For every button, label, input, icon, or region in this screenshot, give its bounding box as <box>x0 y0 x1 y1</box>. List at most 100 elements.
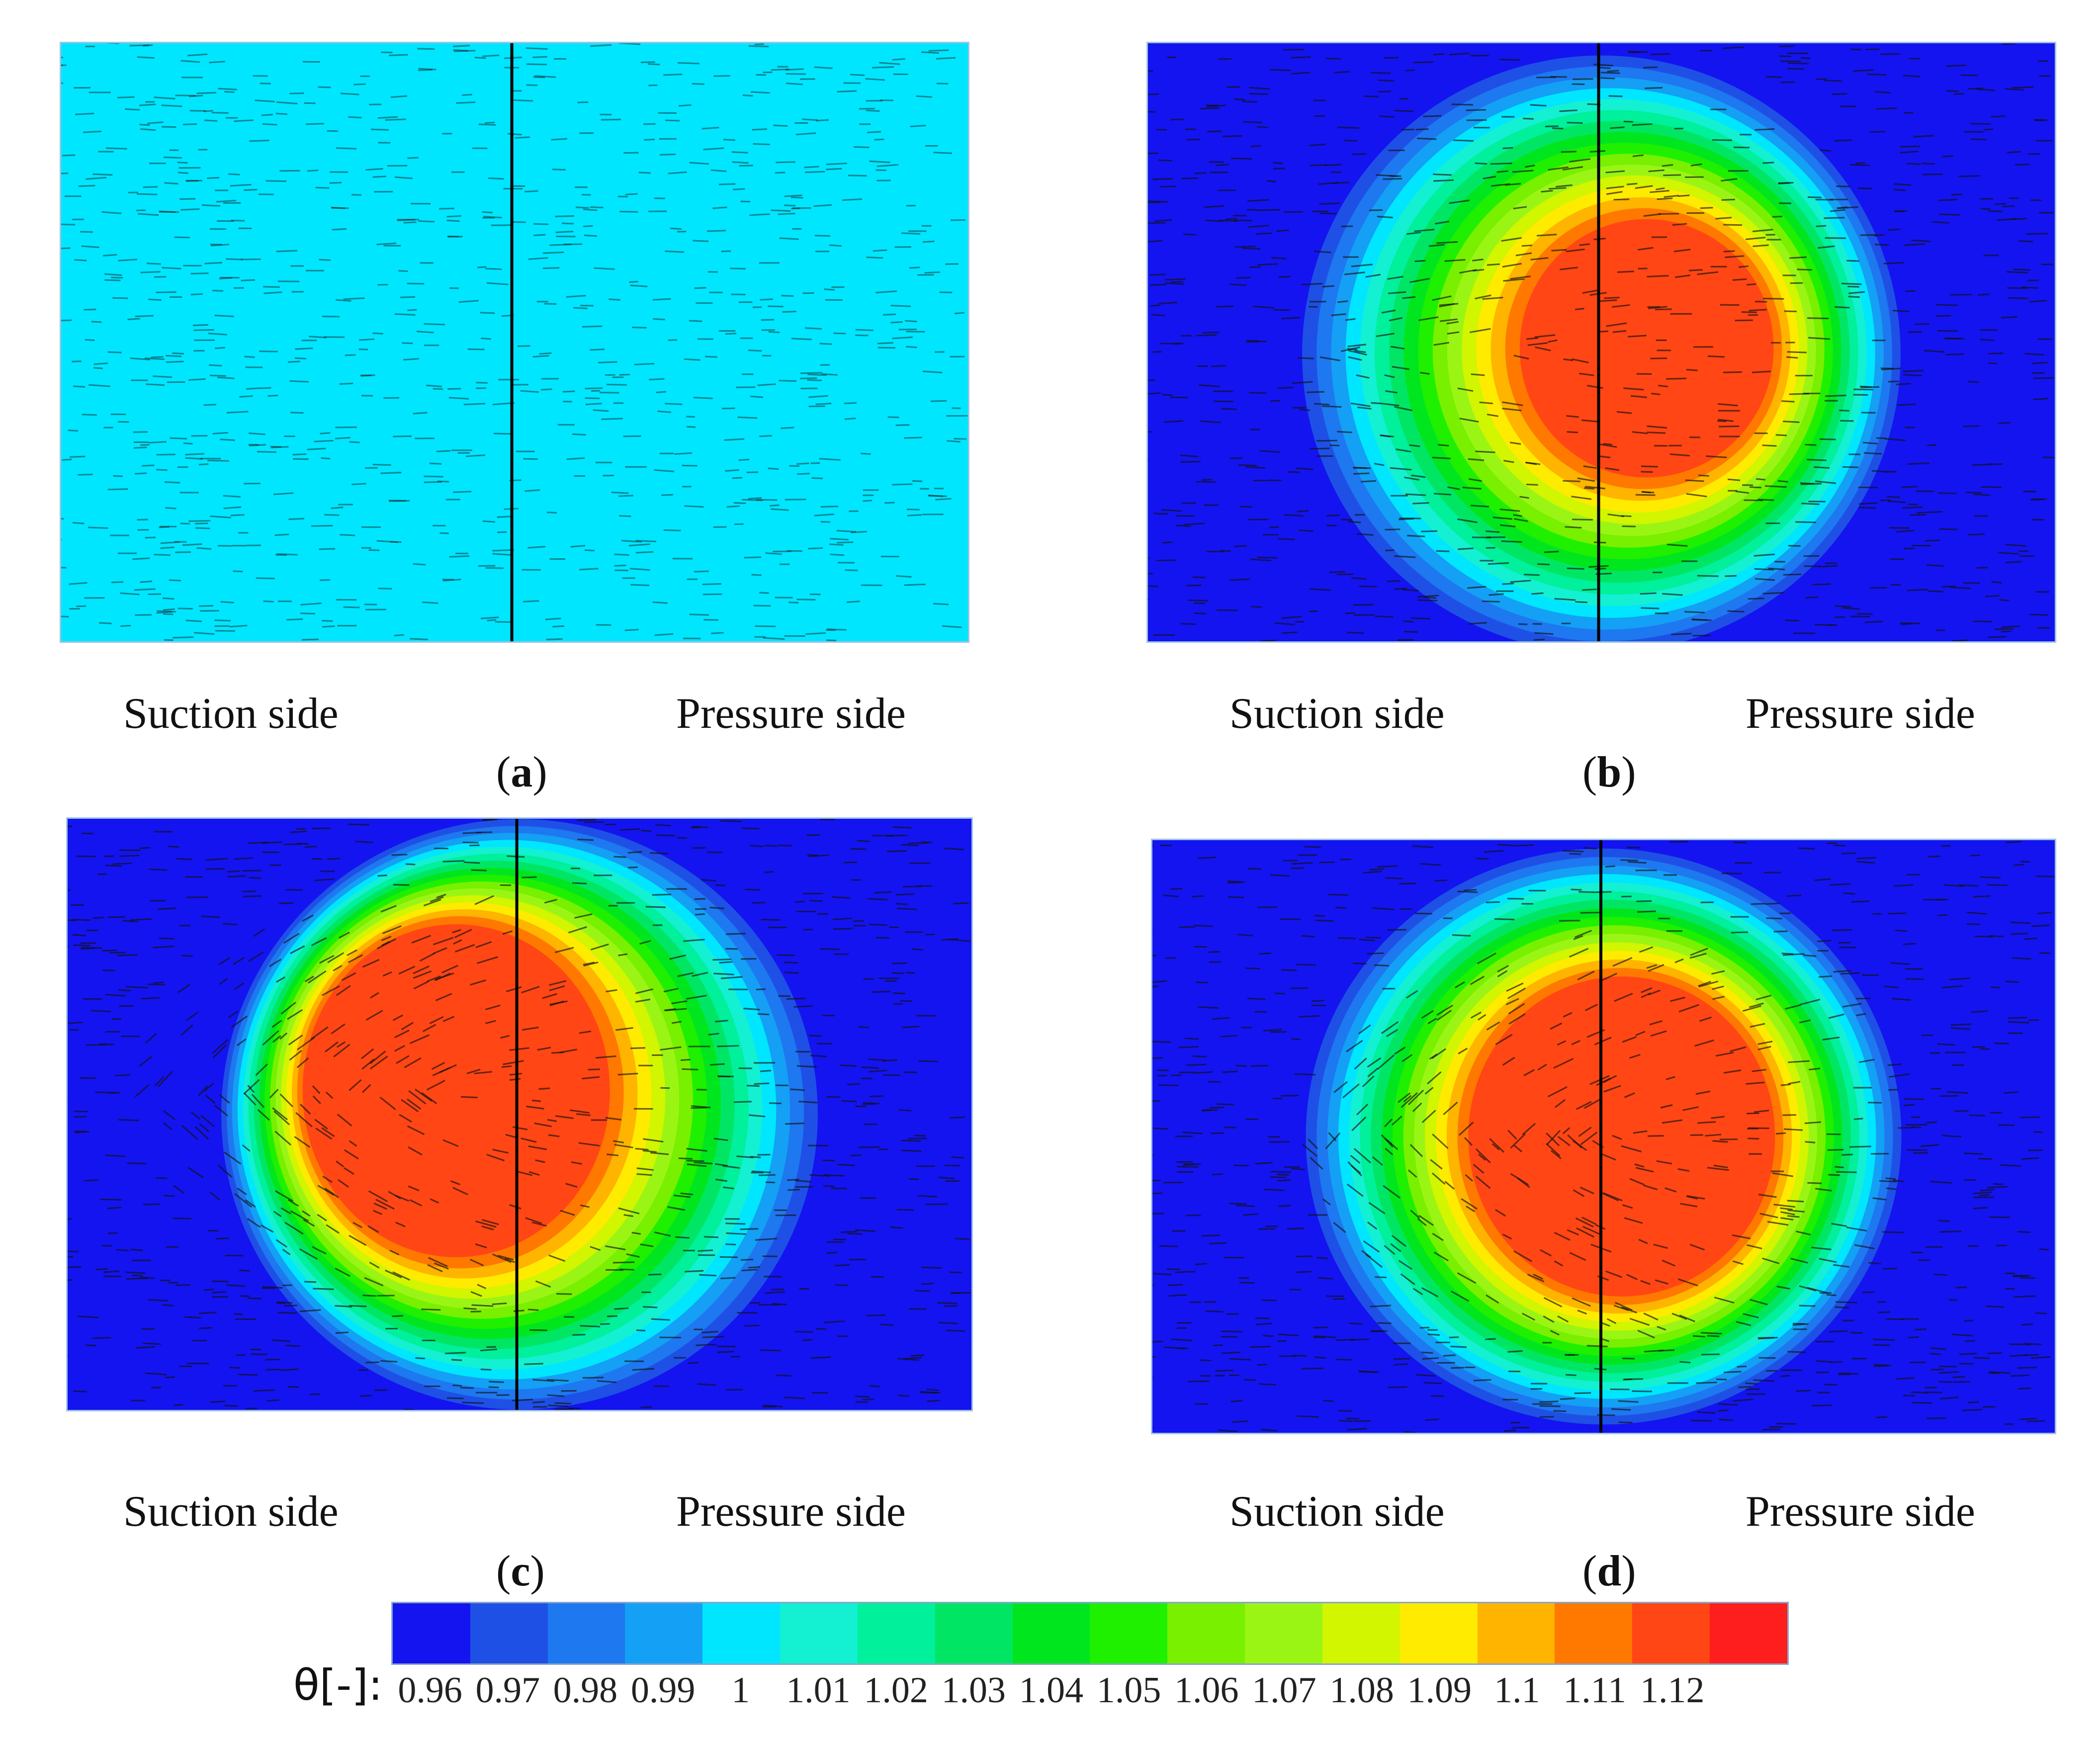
velocity-vector <box>554 1402 571 1405</box>
velocity-vector <box>118 259 137 261</box>
velocity-vector <box>341 972 356 981</box>
velocity-vector <box>483 216 502 219</box>
velocity-vector <box>701 879 716 881</box>
velocity-vector <box>103 254 117 257</box>
velocity-vector <box>1610 126 1625 129</box>
velocity-vector <box>750 91 770 94</box>
velocity-vector <box>1361 480 1377 483</box>
velocity-vector <box>1463 889 1477 891</box>
velocity-vector <box>541 388 552 391</box>
velocity-vector <box>1291 1168 1305 1170</box>
velocity-vector <box>418 69 433 72</box>
velocity-vector <box>1648 964 1664 972</box>
velocity-vector <box>1879 499 1891 502</box>
velocity-vector <box>1438 444 1449 447</box>
velocity-vector <box>73 385 86 388</box>
velocity-vector <box>453 939 462 945</box>
velocity-vector <box>752 901 766 904</box>
velocity-vector <box>165 1376 175 1379</box>
velocity-vector <box>629 568 650 571</box>
velocity-vector <box>374 1389 388 1392</box>
velocity-vector <box>743 1007 760 1011</box>
velocity-vector <box>1530 257 1549 261</box>
velocity-vector <box>409 1199 423 1207</box>
velocity-vector <box>1650 53 1670 56</box>
velocity-vector <box>693 396 713 399</box>
velocity-vector <box>2037 911 2052 914</box>
velocity-vector <box>1153 1127 1168 1130</box>
velocity-vector <box>1409 277 1430 283</box>
contour-panel-b <box>1146 42 2056 643</box>
velocity-vector <box>1775 434 1787 436</box>
velocity-vector <box>249 876 262 879</box>
velocity-vector <box>343 606 360 609</box>
velocity-vector <box>513 1309 525 1312</box>
velocity-vector <box>1171 1074 1182 1076</box>
velocity-vector <box>569 1109 590 1114</box>
velocity-vector <box>1572 1139 1587 1151</box>
velocity-vector <box>91 1010 111 1013</box>
velocity-vector <box>360 1048 374 1059</box>
velocity-vector <box>222 923 238 926</box>
velocity-vector <box>922 240 935 243</box>
velocity-vector <box>1686 1195 1698 1200</box>
velocity-vector <box>1712 1140 1728 1143</box>
velocity-vector <box>68 1218 72 1220</box>
velocity-vector <box>713 972 734 975</box>
velocity-vector <box>1579 1186 1594 1195</box>
velocity-vector <box>1324 164 1342 167</box>
velocity-vector <box>809 1174 831 1177</box>
velocity-vector <box>663 73 683 76</box>
velocity-vector <box>1814 878 1831 881</box>
velocity-vector <box>462 831 482 834</box>
velocity-vector <box>394 313 416 316</box>
velocity-vector <box>619 515 631 518</box>
velocity-vector <box>1575 1217 1594 1228</box>
velocity-vector <box>1650 1030 1667 1037</box>
velocity-vector <box>1186 1063 1206 1066</box>
velocity-vector <box>424 323 445 326</box>
velocity-vector <box>1299 1015 1320 1018</box>
velocity-vector <box>1502 408 1522 412</box>
velocity-vector <box>83 130 102 133</box>
velocity-vector <box>104 273 122 276</box>
velocity-vector <box>276 101 298 105</box>
velocity-vector <box>1211 365 1226 367</box>
velocity-vector <box>1394 1046 1406 1055</box>
velocity-vector <box>1780 81 1795 84</box>
colorbar <box>391 1602 1789 1665</box>
velocity-vector <box>118 1119 139 1122</box>
velocity-vector <box>1584 1004 1598 1011</box>
velocity-vector <box>1433 1251 1449 1262</box>
velocity-vector <box>737 416 758 419</box>
velocity-vector <box>269 1089 279 1099</box>
velocity-vector <box>2008 1021 2029 1024</box>
velocity-vector <box>153 946 175 949</box>
velocity-vector <box>1507 1350 1523 1353</box>
velocity-vector <box>295 347 313 350</box>
velocity-vector <box>1611 1408 1631 1411</box>
velocity-vector <box>1894 183 1912 186</box>
velocity-vector <box>1807 317 1829 320</box>
velocity-vector <box>576 1113 591 1117</box>
velocity-vector <box>522 1027 539 1031</box>
velocity-vector <box>795 132 816 136</box>
velocity-vector <box>748 349 762 352</box>
velocity-vector <box>1697 271 1719 275</box>
velocity-vector <box>1951 1027 1971 1030</box>
velocity-vector <box>1686 493 1707 498</box>
velocity-vector <box>908 1137 927 1139</box>
velocity-vector <box>1716 1051 1734 1057</box>
colorbar-tick-label: 1.01 <box>786 1670 851 1711</box>
velocity-vector <box>533 234 546 237</box>
velocity-vector <box>1685 479 1704 482</box>
velocity-vector <box>1347 348 1358 351</box>
velocity-vector <box>376 938 396 950</box>
velocity-vector <box>1896 529 1915 533</box>
velocity-vector <box>166 360 184 363</box>
velocity-vector <box>504 1257 515 1263</box>
velocity-vector <box>1885 1177 1896 1180</box>
velocity-vector <box>130 357 151 360</box>
velocity-vector <box>1569 948 1589 958</box>
velocity-vector <box>1998 1124 2014 1127</box>
